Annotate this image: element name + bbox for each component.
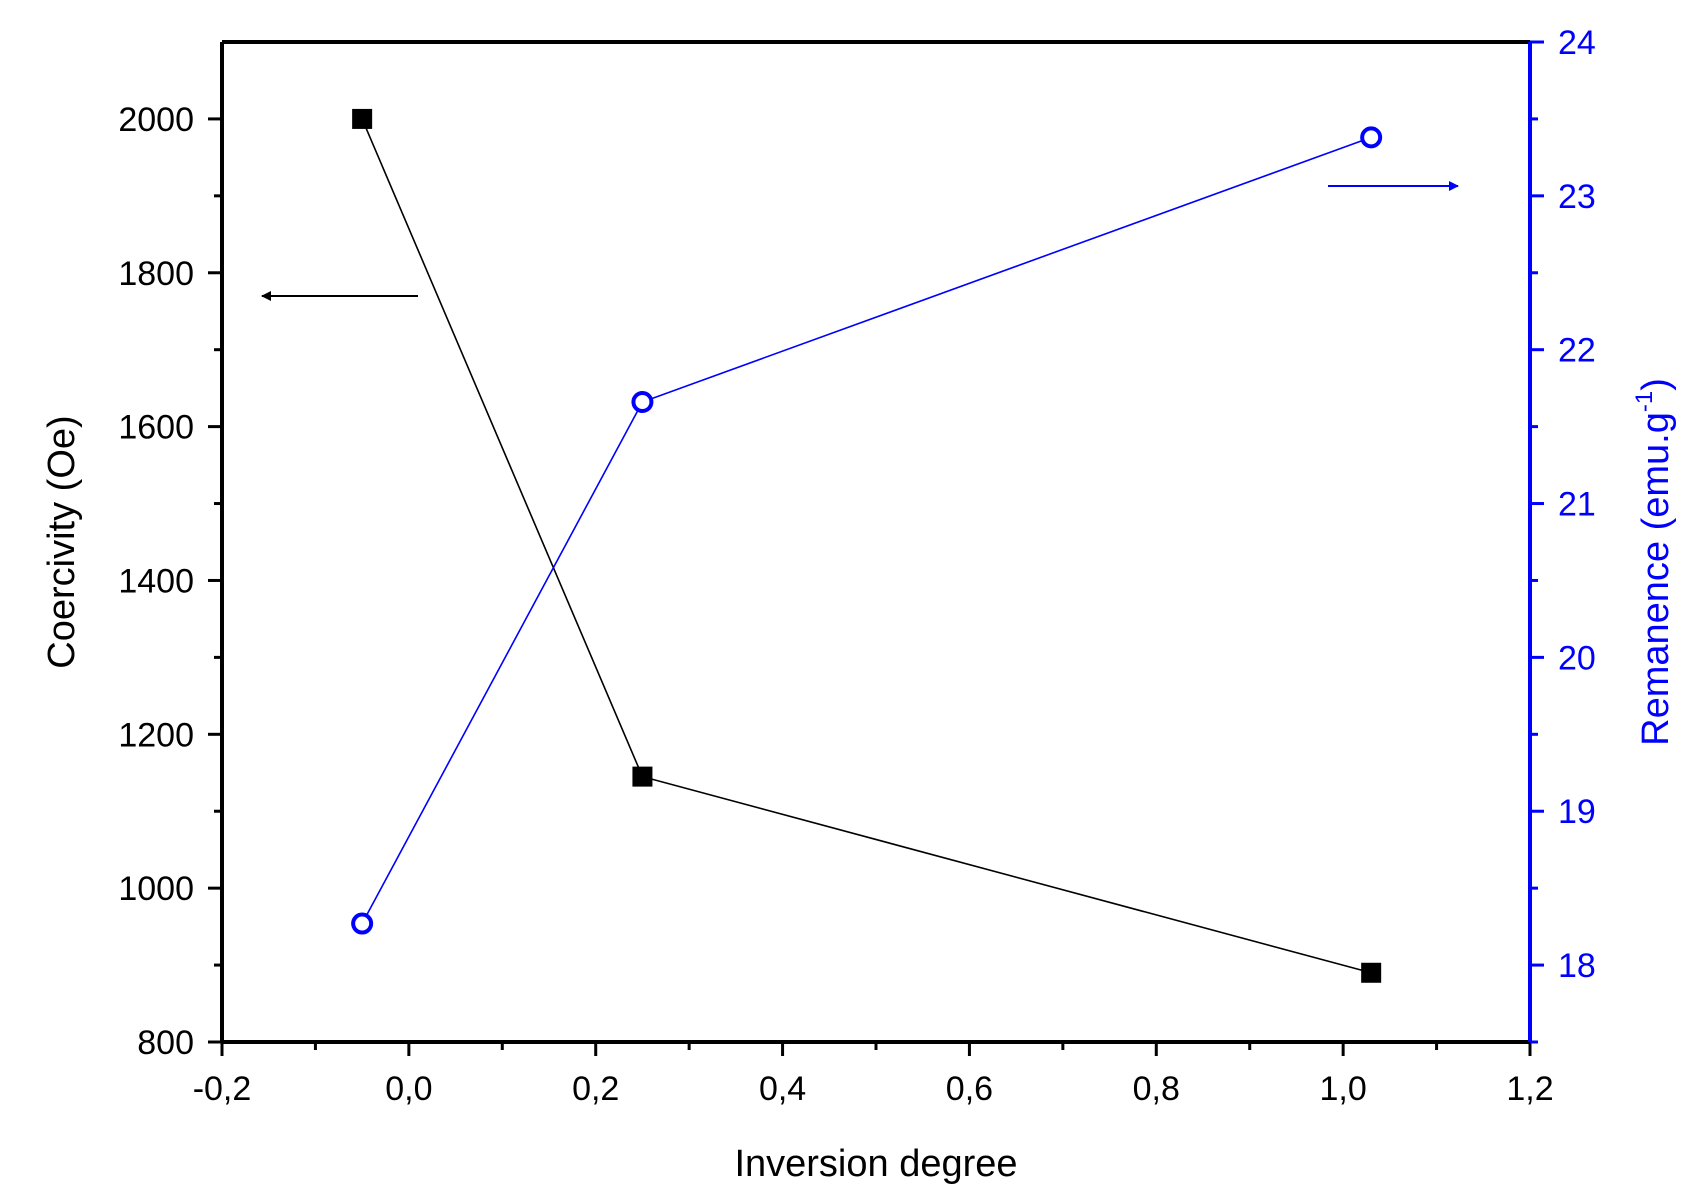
- right-y-tick-label: 22: [1558, 332, 1596, 370]
- left-y-tick-label: 1600: [118, 409, 194, 447]
- right-y-axis-title-close: ): [1635, 378, 1677, 391]
- series-2-point: [631, 391, 654, 413]
- x-tick-label: -0,2: [193, 1070, 252, 1108]
- left-y-tick-label: 1400: [118, 562, 194, 600]
- axes-layer: -0,2 0,0 0,2 0,4 0,6 0,8 1,0 1,2 800 1000 1200 1400…: [118, 24, 1595, 1108]
- right-y-tick-label: 19: [1558, 793, 1596, 831]
- series-layer: [351, 108, 1383, 983]
- right-y-tick-label: 23: [1558, 178, 1596, 216]
- right-y-axis-title-base: Remanence (emu.g: [1635, 412, 1677, 746]
- x-axis-title: Inversion degree: [734, 1143, 1017, 1185]
- annotation-layer: [261, 181, 1459, 301]
- right-y-tick-label: 20: [1558, 639, 1596, 677]
- x-tick-label: 0,8: [1133, 1070, 1180, 1108]
- left-y-tick-label: 1800: [118, 255, 194, 293]
- right-y-tick-label: 21: [1558, 486, 1596, 524]
- left-y-tick-label: 2000: [118, 101, 194, 139]
- left-y-tick-label: 800: [137, 1024, 194, 1062]
- series-2-point: [351, 912, 374, 935]
- x-tick-label: 0,6: [946, 1070, 993, 1108]
- left-y-tick-label: 1000: [118, 870, 194, 908]
- left-y-tick-label: 1200: [118, 716, 194, 754]
- right-y-tick-label: 18: [1558, 947, 1596, 985]
- x-tick-label: 0,4: [759, 1070, 806, 1108]
- x-tick-label: 1,2: [1506, 1070, 1553, 1108]
- right-y-tick-label: 24: [1558, 24, 1596, 62]
- x-tick-label: 0,0: [385, 1070, 432, 1108]
- series-1-point: [1361, 962, 1382, 983]
- left-y-axis-title: Coercivity (Oe): [41, 415, 83, 668]
- series-2-point: [1360, 126, 1383, 149]
- x-tick-label: 0,2: [572, 1070, 619, 1108]
- x-tick-label: 1,0: [1320, 1070, 1367, 1108]
- series-1-point: [632, 766, 653, 787]
- right-y-axis-title: Remanence (emu.g-1): [1631, 378, 1677, 746]
- series-1-point: [352, 108, 373, 129]
- right-y-axis-title-superscript: -1: [1631, 391, 1658, 412]
- axis-titles-layer: Inversion degree Coercivity (Oe) Remanen…: [41, 378, 1677, 1185]
